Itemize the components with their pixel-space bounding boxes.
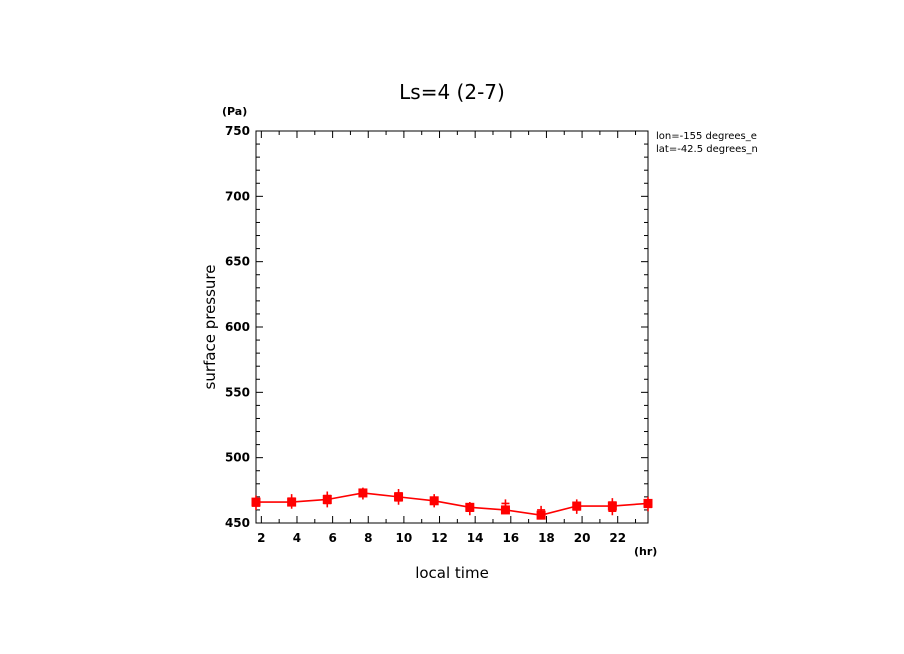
data-point-plus [501,504,510,513]
series-line [256,492,649,516]
y-tick-label: 500 [225,451,250,465]
y-tick-label: 700 [225,189,250,203]
x-tick-label: 20 [574,531,591,545]
x-tick-label: 14 [467,531,484,545]
data-point-plus [537,509,546,518]
data-point-plus [465,502,474,511]
data-point-plus [287,494,296,503]
data-point-plus [572,499,581,508]
data-point-plus [608,498,617,507]
chart-title: Ls=4 (2-7) [399,80,505,104]
data-point-plus [608,507,617,516]
x-tick-label: 12 [431,531,448,545]
annotation-lon: lon=-155 degrees_e [656,131,757,142]
x-tick-label: 4 [293,531,301,545]
x-axis-label: local time [415,564,489,582]
data-point-plus [323,499,332,508]
y-unit-label: (Pa) [222,105,247,118]
data-point-plus [358,487,367,496]
data-point-plus [430,494,439,503]
x-tick-label: 18 [538,531,555,545]
y-axis-label: surface pressure [201,265,219,390]
x-tick-label: 16 [502,531,519,545]
data-point-plus [252,495,260,504]
x-tick-label: 8 [364,531,372,545]
data-point-plus [394,488,403,497]
y-tick-label: 750 [225,124,250,138]
x-tick-label: 22 [609,531,626,545]
annotation-lat: lat=-42.5 degrees_n [656,144,758,155]
y-tick-label: 600 [225,320,250,334]
data-point-plus [644,496,652,505]
y-tick-label: 650 [225,255,250,269]
x-tick-label: 6 [328,531,336,545]
x-unit-label: (hr) [634,545,657,558]
x-tick-label: 10 [396,531,413,545]
y-tick-label: 450 [225,516,250,530]
data-point-plus [323,491,332,500]
data-point-plus [394,496,403,505]
plot-frame [255,130,649,524]
y-tick-label: 550 [225,385,250,399]
x-tick-label: 2 [257,531,265,545]
